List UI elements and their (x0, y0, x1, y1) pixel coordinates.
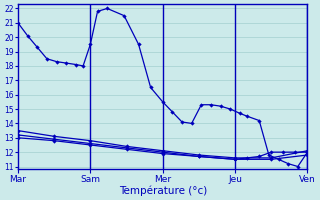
X-axis label: Température (°c): Température (°c) (119, 185, 207, 196)
